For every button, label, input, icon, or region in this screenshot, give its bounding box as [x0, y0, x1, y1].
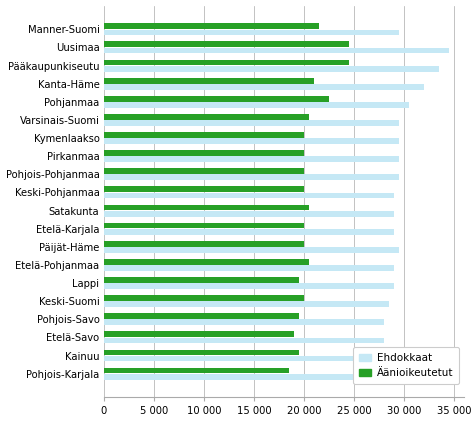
Bar	[103, 132, 303, 138]
Bar	[103, 192, 394, 198]
Bar	[103, 30, 398, 35]
Bar	[103, 96, 328, 102]
Bar	[103, 114, 308, 120]
Bar	[103, 374, 354, 380]
Bar	[103, 150, 303, 156]
Bar	[103, 48, 448, 54]
Bar	[103, 349, 298, 355]
Bar	[103, 211, 394, 216]
Bar	[103, 295, 303, 301]
Bar	[103, 301, 388, 307]
Bar	[103, 265, 394, 271]
Bar	[103, 356, 384, 362]
Bar	[103, 174, 398, 180]
Bar	[103, 187, 303, 192]
Bar	[103, 229, 394, 235]
Bar	[103, 60, 348, 65]
Bar	[103, 78, 313, 84]
Bar	[103, 247, 398, 253]
Bar	[103, 168, 303, 174]
Legend: Ehdokkaat, Äänioikeutetut: Ehdokkaat, Äänioikeutetut	[352, 346, 458, 384]
Bar	[103, 205, 308, 210]
Bar	[103, 120, 398, 126]
Bar	[103, 66, 438, 72]
Bar	[103, 313, 298, 319]
Bar	[103, 41, 348, 47]
Bar	[103, 338, 384, 344]
Bar	[103, 84, 424, 90]
Bar	[103, 259, 308, 265]
Bar	[103, 241, 303, 246]
Bar	[103, 283, 394, 289]
Bar	[103, 277, 298, 283]
Bar	[103, 223, 303, 228]
Bar	[103, 138, 398, 144]
Bar	[103, 319, 384, 325]
Bar	[103, 331, 293, 337]
Bar	[103, 368, 288, 373]
Bar	[103, 23, 318, 29]
Bar	[103, 157, 398, 162]
Bar	[103, 102, 408, 108]
